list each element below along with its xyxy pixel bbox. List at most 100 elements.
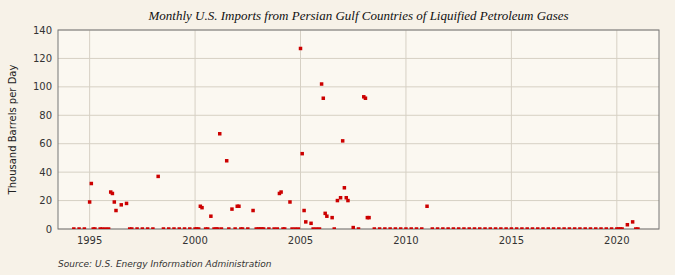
point <box>141 227 145 229</box>
point <box>90 182 94 186</box>
point <box>318 227 322 229</box>
point <box>209 214 213 218</box>
point <box>409 227 413 229</box>
point <box>233 227 237 229</box>
point <box>241 227 245 229</box>
point <box>178 227 182 229</box>
point <box>114 209 118 213</box>
grid-line-x <box>300 30 301 229</box>
point <box>218 132 222 136</box>
point <box>364 96 368 100</box>
point <box>573 227 577 229</box>
point <box>83 227 87 229</box>
y-tick-label: 80 <box>39 110 52 121</box>
point <box>346 199 350 203</box>
point <box>311 227 315 229</box>
point <box>504 227 508 229</box>
point <box>293 227 297 229</box>
point <box>578 227 582 229</box>
point <box>631 220 635 224</box>
x-tick-label: 2015 <box>499 235 524 246</box>
grid-line-x <box>405 30 406 229</box>
point <box>304 220 308 224</box>
point <box>415 227 419 229</box>
grid-line-x <box>195 30 196 229</box>
point <box>589 227 593 229</box>
point <box>146 227 150 229</box>
point <box>227 227 231 229</box>
point <box>552 227 556 229</box>
y-tick-label: 20 <box>39 195 52 206</box>
point <box>478 227 482 229</box>
point <box>276 227 280 229</box>
point <box>351 226 355 229</box>
point <box>515 227 519 229</box>
point <box>557 227 561 229</box>
point <box>467 227 471 229</box>
point <box>251 209 255 213</box>
point <box>237 205 241 209</box>
point <box>510 227 514 229</box>
point <box>216 227 220 229</box>
point <box>225 159 229 163</box>
point <box>332 227 336 229</box>
point <box>339 196 343 200</box>
point <box>183 227 187 229</box>
point <box>341 139 345 143</box>
point <box>135 227 139 229</box>
point <box>283 227 287 229</box>
x-tick-label: 1995 <box>77 235 102 246</box>
plot-area <box>58 30 659 229</box>
point <box>620 227 624 229</box>
y-tick-label: 140 <box>33 25 52 36</box>
x-tick-label: 2020 <box>604 235 629 246</box>
grid-line-x <box>616 30 617 229</box>
grid-line-y <box>58 115 659 116</box>
point <box>610 227 614 229</box>
source-note: Source: U.S. Energy Information Administ… <box>58 259 272 269</box>
point <box>383 227 387 229</box>
point <box>72 227 76 229</box>
point <box>325 214 329 218</box>
point <box>457 227 461 229</box>
chart: 0204060801001201401995200020052010201520… <box>0 0 675 275</box>
point <box>562 227 566 229</box>
points <box>72 47 640 229</box>
point <box>599 227 603 229</box>
plot-frame <box>58 30 659 229</box>
point <box>246 227 250 229</box>
point <box>101 227 105 229</box>
point <box>300 152 304 156</box>
point <box>288 200 292 204</box>
point <box>420 227 424 229</box>
point <box>489 227 493 229</box>
point <box>322 96 326 100</box>
point <box>77 227 81 229</box>
point <box>309 222 313 226</box>
point <box>494 227 498 229</box>
point <box>151 227 155 229</box>
point <box>626 223 630 227</box>
y-tick-label: 0 <box>46 224 52 235</box>
point <box>111 192 115 196</box>
point <box>290 227 294 229</box>
point <box>441 227 445 229</box>
point <box>93 227 97 229</box>
point <box>200 206 204 210</box>
y-tick-label: 100 <box>33 81 52 92</box>
point <box>399 227 403 229</box>
point <box>162 227 166 229</box>
x-tick-label: 2010 <box>393 235 418 246</box>
title: Monthly U.S. Imports from Persian Gulf C… <box>147 8 568 23</box>
y-axis-label: Thousand Barrels per Day <box>7 65 18 196</box>
point <box>605 227 609 229</box>
point <box>113 200 117 204</box>
x-tick-label: 2005 <box>288 235 313 246</box>
grid-line-y <box>58 86 659 87</box>
grid-line-y <box>58 58 659 59</box>
point <box>299 47 303 51</box>
point <box>107 227 111 229</box>
point <box>230 207 234 211</box>
y-tick-label: 120 <box>33 53 52 64</box>
point <box>197 227 201 229</box>
